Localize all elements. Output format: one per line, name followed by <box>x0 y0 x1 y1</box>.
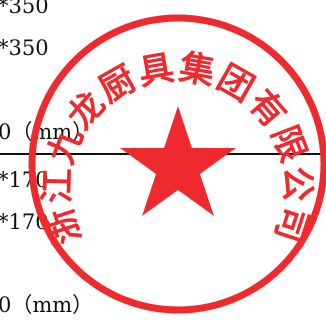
dimension-line-3: 0（mm） <box>0 120 94 144</box>
dimension-line-2: *350 <box>0 36 49 60</box>
dimension-line-5: *170 <box>0 210 49 234</box>
dimension-line-1: *350 <box>0 0 49 18</box>
star-icon <box>120 106 236 216</box>
seal-ring <box>28 14 326 314</box>
dimension-line-4: *170 <box>0 168 49 192</box>
horizontal-rule <box>0 153 326 155</box>
seal-company-name: 浙江九龙厨具集团有限公司 <box>37 47 318 249</box>
seal-company-name-path: 浙江九龙厨具集团有限公司 <box>37 47 316 249</box>
dimension-line-6: 0（mm） <box>0 293 94 317</box>
